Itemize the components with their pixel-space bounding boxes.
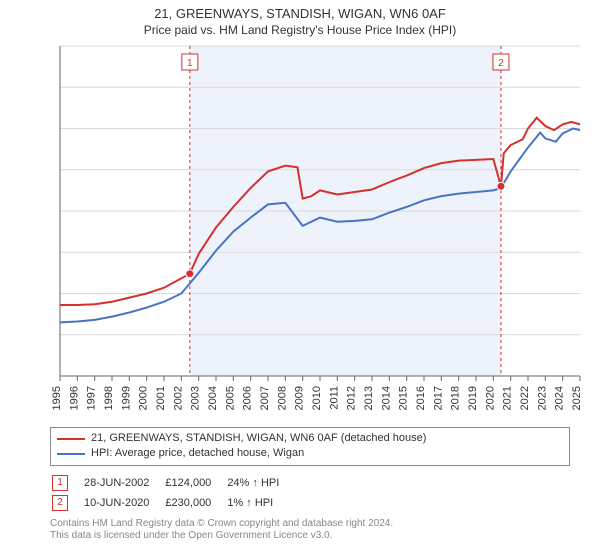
sale-marker-icon: 2: [52, 495, 68, 511]
x-tick-label: 2012: [346, 386, 358, 410]
credits-line1: Contains HM Land Registry data © Crown c…: [50, 518, 570, 531]
x-tick-label: 2025: [571, 386, 583, 410]
x-tick-label: 2016: [415, 386, 427, 410]
sale-delta: 1% ↑ HPI: [227, 494, 293, 512]
x-tick-label: 2006: [242, 386, 254, 410]
sales-table: 1 28-JUN-2002£124,00024% ↑ HPI 2 10-JUN-202…: [50, 472, 295, 514]
sale-marker-label: 2: [498, 58, 504, 69]
x-tick-label: 1996: [68, 386, 80, 410]
sale-date: 28-JUN-2002: [84, 474, 163, 492]
x-tick-label: 2001: [155, 386, 167, 410]
x-tick-label: 2017: [432, 386, 444, 410]
x-tick-label: 1998: [103, 386, 115, 410]
x-tick-label: 2021: [502, 386, 514, 410]
x-tick-label: 2008: [276, 386, 288, 410]
x-tick-label: 1995: [51, 386, 63, 410]
x-tick-label: 2007: [259, 386, 271, 410]
sale-point: [497, 182, 505, 190]
sale-marker-icon: 1: [52, 475, 68, 491]
x-tick-label: 2000: [138, 386, 150, 410]
x-tick-label: 2020: [484, 386, 496, 410]
sale-marker-label: 1: [187, 58, 193, 69]
sale-delta: 24% ↑ HPI: [227, 474, 293, 492]
chart-area: £0£50K£100K£150K£200K£250K£300K£350K£400…: [10, 41, 590, 421]
legend-swatch-hpi: [57, 453, 85, 455]
sale-price: £230,000: [165, 494, 225, 512]
legend-label-hpi: HPI: Average price, detached house, Wiga…: [91, 446, 304, 461]
chart-title: 21, GREENWAYS, STANDISH, WIGAN, WN6 0AF: [0, 0, 600, 23]
credits-line2: This data is licensed under the Open Gov…: [50, 530, 570, 543]
credits: Contains HM Land Registry data © Crown c…: [50, 518, 570, 543]
x-tick-label: 2002: [172, 386, 184, 410]
legend: 21, GREENWAYS, STANDISH, WIGAN, WN6 0AF …: [50, 427, 570, 466]
sale-date: 10-JUN-2020: [84, 494, 163, 512]
sale-point: [186, 270, 194, 278]
x-tick-label: 2024: [554, 386, 566, 410]
x-tick-label: 2023: [536, 386, 548, 410]
x-tick-label: 2014: [380, 386, 392, 410]
legend-swatch-property: [57, 438, 85, 440]
x-tick-label: 2015: [398, 386, 410, 410]
x-tick-label: 2009: [294, 386, 306, 410]
x-tick-label: 2013: [363, 386, 375, 410]
chart-subtitle: Price paid vs. HM Land Registry's House …: [0, 23, 600, 41]
legend-label-property: 21, GREENWAYS, STANDISH, WIGAN, WN6 0AF …: [91, 431, 426, 446]
line-chart-svg: £0£50K£100K£150K£200K£250K£300K£350K£400…: [10, 41, 590, 421]
sale-price: £124,000: [165, 474, 225, 492]
x-tick-label: 1997: [86, 386, 98, 410]
table-row: 2 10-JUN-2020£230,0001% ↑ HPI: [52, 494, 293, 512]
x-tick-label: 2019: [467, 386, 479, 410]
x-tick-label: 2022: [519, 386, 531, 410]
x-tick-label: 2005: [224, 386, 236, 410]
x-tick-label: 2018: [450, 386, 462, 410]
x-tick-label: 2010: [311, 386, 323, 410]
table-row: 1 28-JUN-2002£124,00024% ↑ HPI: [52, 474, 293, 492]
x-tick-label: 2004: [207, 386, 219, 410]
x-tick-label: 2003: [190, 386, 202, 410]
x-tick-label: 2011: [328, 386, 340, 410]
x-tick-label: 1999: [120, 386, 132, 410]
